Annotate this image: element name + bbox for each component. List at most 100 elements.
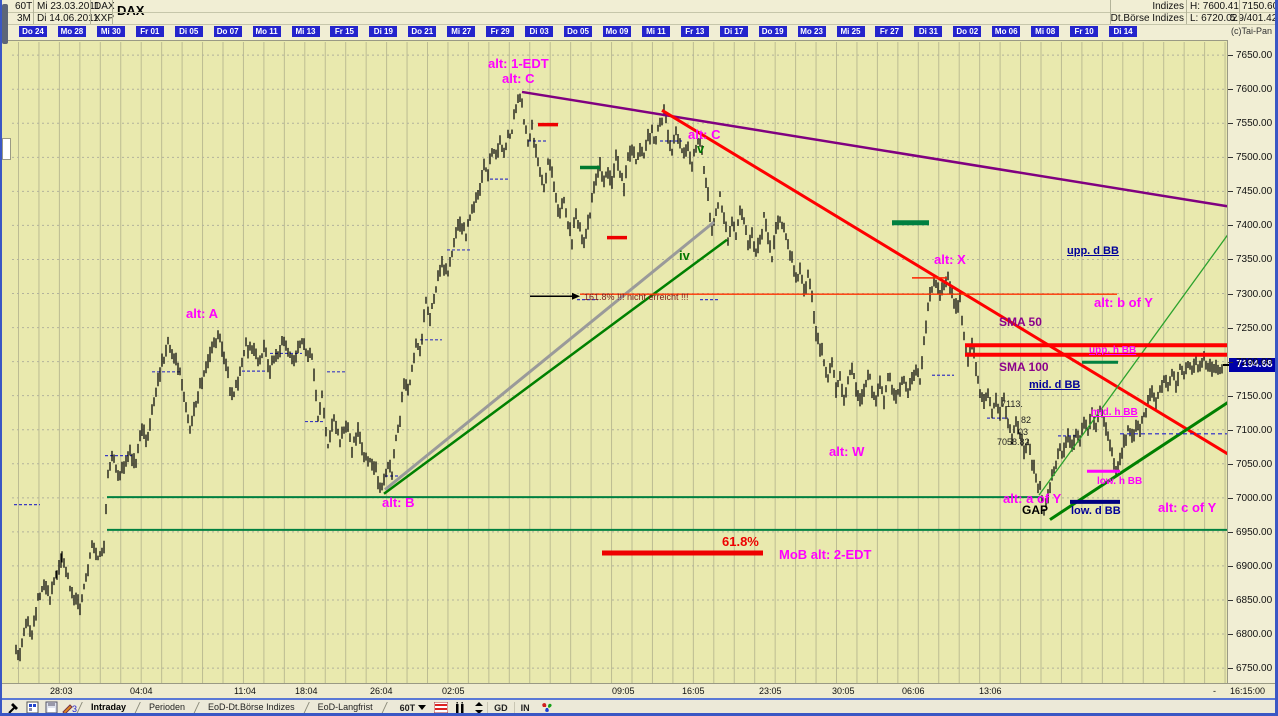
window-icon[interactable] (24, 701, 40, 714)
annotation-upp-d-bb: upp. d BB (1067, 245, 1119, 257)
y-tick-label: 7650.00 (1236, 50, 1273, 62)
copyright-label: (c)Tai-Pan (1231, 26, 1273, 36)
save-icon[interactable] (43, 701, 59, 714)
quote-value: 7150.60 (1242, 1, 1278, 12)
y-tick-label: 7300.00 (1236, 288, 1273, 300)
tab-eod-dt-b-rse-indizes[interactable]: EoD-Dt.Börse Indizes (208, 702, 295, 712)
date-marker: Do 07 (213, 26, 242, 37)
x-tick-label: 30:05 (832, 686, 855, 696)
quote-stats: 5.9/401.42 (1230, 13, 1278, 24)
annotation-v: v (697, 141, 705, 156)
purple-trendline (521, 90, 1233, 209)
y-tick-mark (1228, 565, 1233, 567)
y-tick-label: 7400.00 (1236, 220, 1273, 232)
y-tick-mark (1228, 429, 1233, 431)
annotation-alt-a-of-y: alt: a of Y (1003, 491, 1062, 506)
y-tick-label: 7450.00 (1236, 186, 1273, 198)
x-tick-label: 09:05 (612, 686, 635, 696)
x-tick-label: 16:05 (682, 686, 705, 696)
annotation-low-d-bb: low. d BB (1071, 505, 1121, 517)
date-marker: Mi 08 (1031, 26, 1060, 37)
updown-arrows-icon[interactable] (471, 701, 487, 714)
period-dropdown-value: 60T (399, 702, 416, 713)
chart-tabs: Intraday Perioden EoD-Dt.Börse Indizes EoD-… (81, 701, 388, 714)
annotation-alt-x: alt: X (934, 252, 966, 267)
annotation-alt-w: alt: W (829, 444, 865, 459)
gray-trendline (384, 220, 715, 491)
date-marker: Fr 29 (486, 26, 515, 37)
y-tick-label: 7050.00 (1236, 458, 1273, 470)
y-tick-label: 7200.00 (1236, 356, 1273, 368)
y-tick-mark (1228, 293, 1233, 295)
date-marker-row: Do 24 Mo 28 Mi 30 Fr 01 Di 05 Do 07 Mo 11 Mi 13… (2, 24, 1227, 40)
date-marker: Fr 27 (875, 26, 904, 37)
hammer-icon[interactable] (5, 701, 21, 714)
bottom-toolbar: 3 Intraday Perioden EoD-Dt.Börse Indizes Eo… (2, 698, 1275, 715)
green-trendline-left (383, 238, 728, 495)
timeframe-label: 60T (15, 1, 33, 12)
annotation-7113: 7113. (1001, 399, 1023, 409)
y-tick-mark (1228, 395, 1233, 397)
last-price-tick (1223, 364, 1229, 366)
x-tick-label: 04:04 (130, 686, 153, 696)
date-marker: Mi 27 (447, 26, 476, 37)
date-marker: Di 17 (719, 26, 748, 37)
annotation-gap: GAP (1022, 503, 1049, 517)
chevron-down-icon (418, 705, 427, 710)
annotation-low-h-bb: low. h BB (1097, 476, 1143, 487)
x-tick-label: 13:06 (979, 686, 1002, 696)
annotation-mob-alt-2-edt: MoB alt: 2-EDT (779, 547, 872, 562)
annotation-alt-1-edt: alt: 1-EDT (488, 56, 549, 71)
y-tick-label: 7100.00 (1236, 424, 1273, 436)
date-marker: Mi 13 (291, 26, 320, 37)
annotation-alt-a: alt: A (186, 306, 219, 321)
y-tick-label: 6950.00 (1236, 526, 1273, 538)
session-end-time: 16:15:00 (1230, 686, 1266, 696)
annotation-mid-d-bb: mid. d BB (1029, 379, 1081, 391)
clover-icon[interactable] (539, 701, 555, 714)
group-name: Indizes (1152, 1, 1184, 12)
price-bars (15, 93, 1223, 662)
annotation-alt-c: alt: C (502, 71, 535, 86)
date-marker: Fr 10 (1070, 26, 1099, 37)
x-tick-label: - (1213, 686, 1216, 696)
tab-perioden[interactable]: Perioden (149, 702, 186, 712)
in-button[interactable]: IN (513, 701, 536, 714)
pencil-icon[interactable]: 3 (62, 701, 78, 714)
annotation-sma-50: SMA 50 (999, 315, 1042, 329)
gd-button[interactable]: GD (487, 701, 514, 714)
annotation-alt-c: alt: C (688, 127, 721, 142)
period-high: H: 7600.41 (1190, 1, 1239, 12)
date-marker: Do 05 (564, 26, 593, 37)
annotation-alt-b-of-y: alt: b of Y (1094, 295, 1153, 310)
scrollbar-thumb[interactable] (2, 4, 8, 44)
date-marker: Fr 15 (330, 26, 359, 37)
x-tick-label: 11:04 (234, 686, 256, 696)
date-marker: Mi 11 (641, 26, 670, 37)
stripes-icon[interactable] (433, 701, 449, 714)
tab-intraday[interactable]: Intraday (91, 702, 127, 712)
bars-compare-icon[interactable] (452, 701, 468, 714)
left-edge-marker (2, 138, 11, 160)
date-marker: Fr 13 (680, 26, 709, 37)
period-dropdown[interactable]: 60T (396, 703, 431, 713)
symbol-code: DAX (94, 1, 115, 12)
date-marker: Mo 09 (602, 26, 631, 37)
date-marker: Mo 23 (797, 26, 826, 37)
y-tick-label: 6850.00 (1236, 594, 1273, 606)
annotation-7058-82: 7058.82 (997, 437, 1030, 447)
date-marker: Do 19 (758, 26, 787, 37)
annotation-alt-c-of-y: alt: c of Y (1158, 500, 1217, 515)
y-tick-mark (1228, 89, 1233, 91)
price-axis: 7194.68 7650.00 7600.00 7550.00 7500.00 7450… (1223, 40, 1275, 698)
page-title: DAX (117, 3, 145, 18)
x-tick-label: 26:04 (370, 686, 393, 696)
y-tick-label: 7550.00 (1236, 118, 1273, 130)
y-tick-mark (1228, 668, 1233, 670)
tab-eod-langfrist[interactable]: EoD-Langfrist (317, 702, 373, 712)
y-tick-mark (1228, 157, 1233, 159)
date-marker: Di 03 (525, 26, 554, 37)
